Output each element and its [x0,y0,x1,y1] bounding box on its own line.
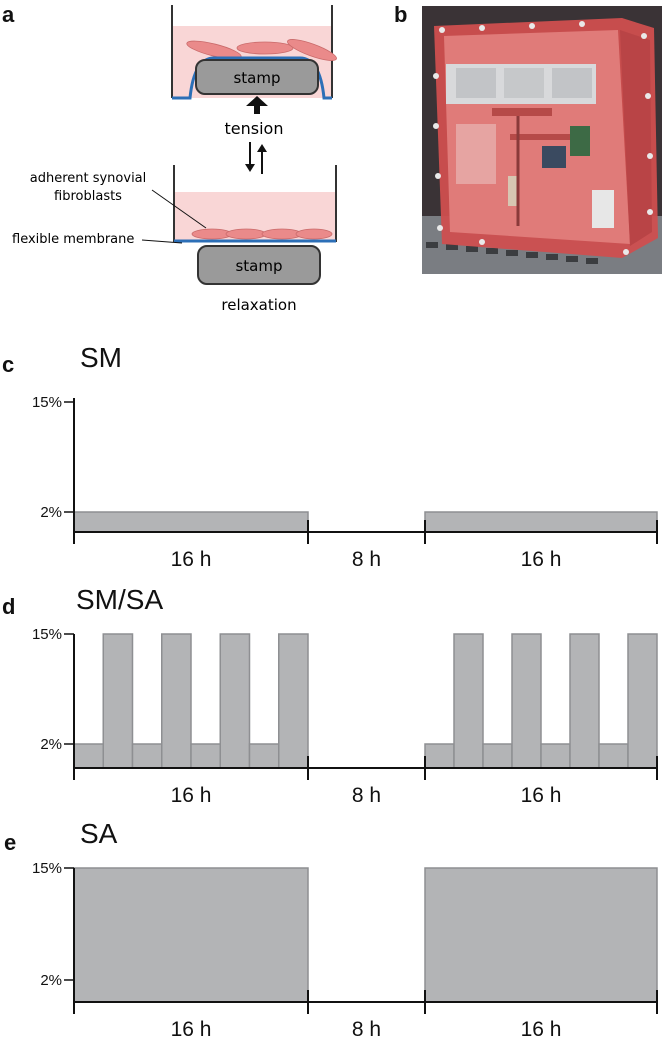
y-tick-label: 15% [32,626,62,643]
strain-bar [598,743,629,769]
segment-label: 16 h [521,784,562,807]
bidirectional-arrows-icon [245,142,267,174]
relaxation-label: relaxation [221,296,296,314]
stamp-bottom [197,245,321,285]
cells-relaxed [191,228,333,240]
membrane-label: flexible membrane [12,232,134,247]
stamp-bottom-label: stamp [235,257,282,275]
strain-bar [278,633,309,769]
strain-bar [73,511,309,533]
segment-label: 16 h [171,1018,212,1041]
stamp-top-label: stamp [233,69,280,87]
up-arrow-icon [246,96,268,114]
panel-letter-b: b [394,2,408,27]
segment-label: 16 h [521,548,562,571]
membrane-callout-line [141,239,183,244]
strain-bar [248,743,280,769]
segment-label: 16 h [171,784,212,807]
strain-bar [102,633,134,769]
strain-bar [190,743,221,769]
y-tick-label: 15% [32,860,62,877]
cells-label-line1: adherent synovial [30,171,147,186]
tension-label: tension [225,119,284,138]
strain-bar [424,511,658,533]
strain-bar [482,743,513,769]
strain-bar [453,633,484,769]
segment-label: 16 h [521,1018,562,1041]
segment-label: 16 h [171,548,212,571]
cells-label-line2: fibroblasts [54,189,122,204]
panel-letter-a: a [2,2,15,27]
panel-letter-c: c [2,352,15,377]
chart-sa: 15% 2% 16 h 8 h 16 h [32,860,658,1041]
y-tick-label: 15% [32,394,62,411]
panel-letter-e: e [4,830,17,855]
y-tick-label: 2% [40,504,62,521]
strain-bar [424,743,455,769]
strain-bar [73,867,309,1003]
chart-title-sm-sa: SM/SA [76,584,164,615]
chart-sm: 15% 2% 16 h 8 h 16 h [32,394,658,571]
well-tension: stamp [171,5,337,100]
y-tick-label: 2% [40,736,62,753]
stretch-schematic: stamp tension stamp relaxation adherent … [12,5,337,314]
cells-callout-line [151,189,207,229]
strain-bar [219,633,251,769]
segment-label: 8 h [352,1018,381,1041]
panel-letter-d: d [2,594,16,619]
well-walls [173,165,337,242]
strain-bar [73,743,104,769]
strain-bar [627,633,658,769]
cells-stretched [186,39,337,61]
strain-bar [424,867,658,1003]
y-tick-label: 2% [40,972,62,989]
well-walls [171,5,333,98]
stamp-top [195,59,319,95]
chart-title-sm: SM [80,342,122,373]
segment-label: 8 h [352,548,381,571]
strain-bar [511,633,542,769]
strain-bar [161,633,192,769]
segment-label: 8 h [352,784,381,807]
strain-bar [131,743,163,769]
chart-title-sa: SA [80,818,118,849]
device-photo [422,6,662,274]
strain-bar [540,743,571,769]
well-relaxation: stamp [173,165,337,285]
membrane-stretched [172,56,332,100]
strain-bar [569,633,600,769]
chart-sm-sa: 15% 2% 16 h 8 h 16 h [32,626,658,807]
